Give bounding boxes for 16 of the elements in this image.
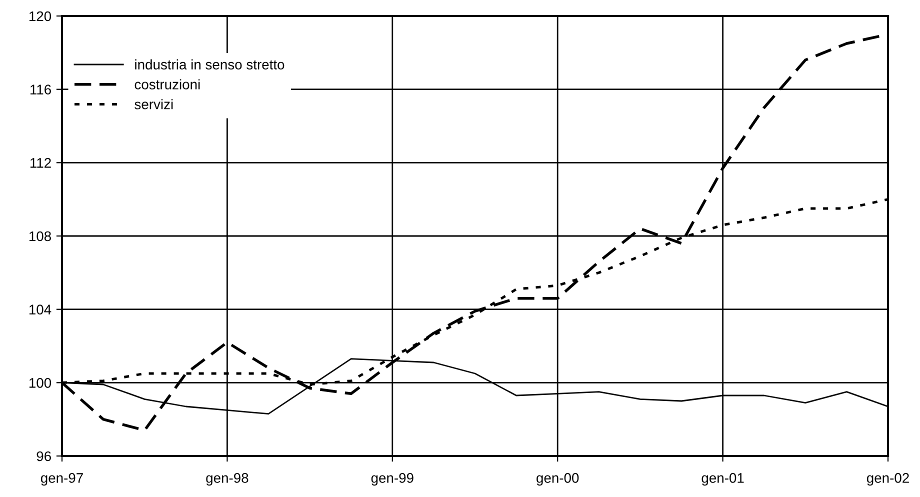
y-tick-label: 120 <box>29 11 52 22</box>
legend-label: industria in senso stretto <box>135 59 284 70</box>
y-tick-label: 100 <box>29 378 52 388</box>
y-tick-label: 116 <box>30 84 51 95</box>
legend-label: costruzioni <box>134 79 200 90</box>
x-tick-label: gen-01 <box>702 473 744 486</box>
x-tick-label: gen-00 <box>536 473 579 486</box>
x-tick-label: gen-98 <box>206 473 248 486</box>
y-tick-label: 104 <box>29 304 52 315</box>
x-tick-label: gen-99 <box>371 473 414 486</box>
x-tick-label: gen-97 <box>40 473 83 486</box>
y-tick-label: 96 <box>36 451 51 462</box>
x-tick-label: gen-02 <box>866 473 909 486</box>
y-tick-label: 108 <box>29 231 51 242</box>
y-tick-label: 112 <box>30 158 51 168</box>
legend-label: servizi <box>134 99 173 110</box>
